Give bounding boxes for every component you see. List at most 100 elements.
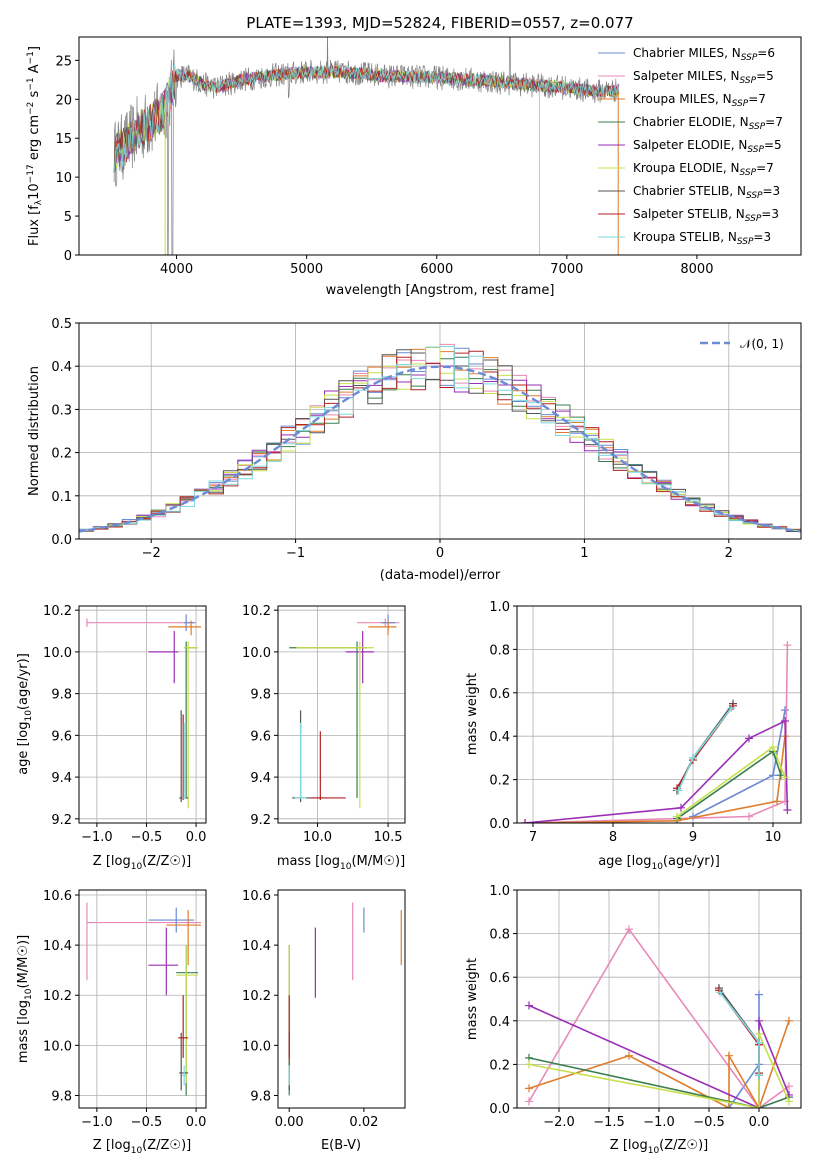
y-tick-label: 10.2 [43, 989, 72, 1004]
label-subscript: 10 [340, 862, 352, 872]
chart-title: PLATE=1393, MJD=52824, FIBERID=0557, z=0… [246, 14, 633, 32]
y-tick-label: 9.8 [51, 688, 72, 703]
y-tick-label: 10.6 [242, 889, 271, 904]
x-tick-label: −2.0 [543, 1115, 575, 1130]
legend-label: Kroupa STELIB, N [633, 230, 737, 244]
mass_vs_Z-axes: −1.0 −0.5 0.0 9.8 10.0 10.2 10.4 10.6 [43, 889, 206, 1130]
x-axis-label: Z [log10(Z/Z☉)] [93, 854, 191, 872]
legend-entry: Chabrier STELIB, NSSP=3 [633, 184, 780, 201]
x-tick-label: 6000 [420, 262, 453, 277]
label-text: Z [log [93, 854, 131, 869]
age_vs_Z-axes: −1.0 −0.5 0.0 9.2 9.4 9.6 9.8 10.0 10.2 [43, 604, 206, 845]
y-tick-label: 9.4 [250, 771, 271, 786]
x-tick-label: −0.5 [693, 1115, 725, 1130]
series-marker [673, 812, 681, 821]
y-axis-label: age [log10(age/yr)] [16, 653, 34, 775]
y-tick-label: 0.1 [51, 490, 72, 505]
legend-subscript: SSP [740, 168, 757, 178]
x-tick-label: 0 [436, 546, 444, 561]
series-marker [755, 1071, 763, 1080]
y-tick-label: 0.6 [489, 687, 510, 702]
x-tick-label: 1 [580, 546, 588, 561]
y-label-part: λ [34, 199, 44, 205]
label-rest: (age/yr)] [663, 854, 720, 869]
y-tick-label: 0.3 [51, 403, 72, 418]
residual-legend: 𝒩(0, 1) [700, 337, 784, 351]
mass_vs_ebv-axes: 0.00 0.02 9.8 10.0 10.2 10.4 10.6 [242, 889, 378, 1130]
y-tick-label: 0.8 [489, 928, 510, 943]
legend-label: Salpeter MILES, N [633, 69, 740, 83]
series-marker [745, 734, 753, 743]
weight_vs_Z-axes: −2.0 −1.5 −1.0 −0.5 0.0 0.0 0.2 0.4 0.6 0.8 1.0 [489, 884, 801, 1130]
legend-subscript: SSP [746, 191, 763, 201]
y-tick-label: 10.4 [242, 939, 271, 954]
series-marker [525, 1097, 533, 1106]
y-tick-label: 0.4 [489, 1015, 510, 1030]
x-tick-label: 2 [725, 546, 733, 561]
y-tick-label: 0.2 [51, 447, 72, 462]
series-marker [773, 797, 781, 806]
label-rest: (Z/Z☉)] [142, 854, 191, 869]
weight_vs_age-frame [516, 605, 802, 824]
spectrum-axes: 4000 5000 6000 7000 8000 0 5 10 15 20 25 [55, 54, 713, 277]
x-tick-label: −0.5 [131, 1115, 163, 1130]
weight_vs_age-series [521, 641, 792, 823]
series-marker [781, 717, 789, 726]
legend-subscript: SSP [745, 214, 762, 224]
y-tick-label: 0.4 [489, 730, 510, 745]
legend-nssp: =5 [756, 69, 774, 83]
series-line-orange [528, 1020, 790, 1108]
y-label-part: −1 [26, 77, 36, 90]
label-rest: (age/yr)] [16, 653, 31, 710]
series-marker [769, 743, 777, 752]
legend-subscript: SSP [749, 122, 766, 132]
y-tick-label: 9.8 [250, 1089, 271, 1104]
y-tick-label: 10.0 [242, 646, 271, 661]
y-tick-label: 0.0 [489, 817, 510, 832]
mass_vs_Z-points [86, 902, 202, 1096]
y-tick-label: 0.5 [51, 317, 72, 332]
series-line-pink [528, 927, 790, 1108]
y-label-part: 10 [27, 183, 42, 200]
y-tick-label: 0.4 [51, 360, 72, 375]
y-tick-label: 0.2 [489, 1058, 510, 1073]
y-label-part: −2 [26, 102, 36, 115]
legend-label: Salpeter ELODIE, N [633, 138, 747, 152]
legend-entry: Salpeter STELIB, NSSP=3 [633, 207, 779, 224]
weight_vs_age-axes: 7 8 9 10 0.0 0.2 0.4 0.6 0.8 1.0 [489, 600, 801, 845]
age_vs_mass-frame [277, 605, 406, 824]
series-marker [625, 1051, 633, 1060]
legend-entry: Chabrier ELODIE, NSSP=7 [633, 115, 783, 132]
label-subscript: 10 [24, 988, 34, 1000]
series-line-blue [728, 994, 760, 1108]
legend-subscript: SSP [737, 237, 754, 247]
y-axis-label: mass weight [465, 958, 480, 1040]
legend-nssp: =3 [753, 230, 771, 244]
series-marker [785, 1097, 793, 1106]
y-tick-label: 25 [55, 54, 72, 69]
x-axis-label: age [log10(age/yr)] [598, 854, 720, 872]
series-marker [755, 1104, 763, 1108]
y-axis-label: Normed distribution [27, 366, 42, 496]
label-text: age [log [598, 854, 651, 869]
label-text: Z [log [93, 1138, 131, 1153]
x-axis-label: (data-model)/error [380, 568, 501, 583]
mass_vs_ebv-frame [277, 889, 406, 1109]
series-marker [755, 990, 763, 999]
legend-subscript: SSP [732, 99, 749, 109]
label-subscript: 10 [131, 862, 143, 872]
series-marker [525, 1084, 533, 1093]
series-line-blue [692, 710, 786, 818]
legend-entry: Salpeter ELODIE, NSSP=5 [633, 138, 782, 155]
residuals-frame [78, 322, 802, 540]
x-axis-label: E(B-V) [321, 1138, 361, 1153]
series-marker [783, 641, 792, 650]
y-tick-label: 9.6 [250, 729, 271, 744]
series-marker [689, 753, 697, 762]
age_vs_mass-points [289, 614, 400, 809]
y-tick-label: 1.0 [489, 884, 510, 899]
x-tick-label: 0.0 [186, 830, 207, 845]
y-tick-label: 9.6 [51, 729, 72, 744]
y-label-part: −1 [26, 51, 36, 64]
